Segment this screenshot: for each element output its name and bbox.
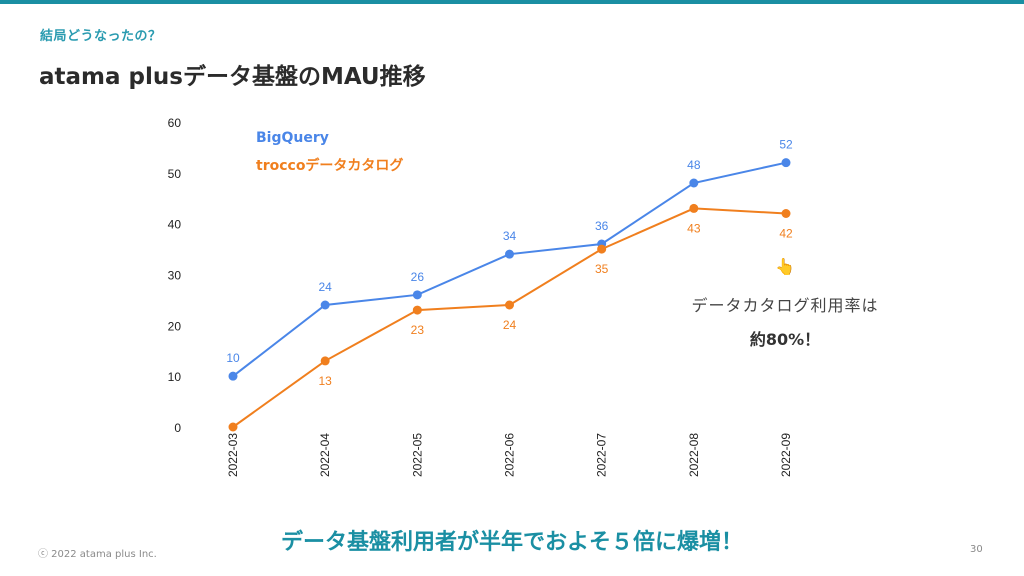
y-tick-label: 10	[168, 370, 182, 384]
data-label: 52	[779, 138, 793, 152]
slide-title: atama plusデータ基盤のMAU推移	[39, 64, 426, 90]
data-label: 24	[318, 280, 332, 294]
legend-entry-0: BigQuery	[256, 130, 329, 146]
y-tick-label: 0	[174, 421, 181, 435]
copyright: ⓒ 2022 atama plus Inc.	[38, 549, 157, 560]
top-accent-bar	[0, 0, 1024, 4]
data-point-0	[781, 158, 791, 168]
data-point-1	[781, 209, 791, 218]
x-tick-label: 2022-06	[503, 433, 517, 477]
data-label: 36	[595, 219, 609, 233]
data-label: 24	[503, 318, 517, 332]
data-point-0	[505, 249, 514, 259]
data-label: 34	[503, 229, 517, 243]
x-tick-label: 2022-09	[779, 433, 793, 477]
summary-message: データ基盤利用者が半年でおよそ５倍に爆増！	[280, 530, 743, 555]
data-point-1	[597, 244, 607, 254]
data-point-1	[228, 422, 238, 432]
page-number: 30	[970, 544, 983, 555]
data-point-1	[412, 305, 422, 315]
x-tick-label: 2022-04	[318, 433, 332, 477]
pointing-hand-icon: 👆	[775, 257, 795, 276]
catalog-usage-note: データカタログ利用率は	[691, 296, 879, 315]
data-label: 23	[411, 323, 425, 337]
x-tick-label: 2022-08	[687, 433, 701, 477]
section-kicker: 結局どうなったの？	[40, 29, 162, 44]
data-label: 48	[687, 158, 701, 172]
data-label: 35	[595, 262, 609, 276]
data-point-0	[320, 300, 330, 310]
data-point-0	[689, 178, 699, 188]
legend-entry-1: troccoデータカタログ	[256, 157, 403, 174]
data-label: 26	[411, 270, 425, 284]
data-label: 43	[687, 221, 701, 235]
data-point-0	[228, 371, 238, 381]
data-point-1	[505, 300, 514, 310]
y-tick-label: 20	[168, 319, 182, 333]
x-tick-label: 2022-07	[595, 433, 609, 477]
data-label: 42	[779, 227, 793, 241]
data-label: 13	[318, 374, 332, 388]
y-tick-label: 30	[168, 269, 182, 283]
y-tick-label: 60	[168, 116, 182, 130]
x-tick-label: 2022-05	[410, 433, 424, 477]
x-tick-label: 2022-03	[226, 433, 240, 477]
y-tick-label: 40	[168, 218, 182, 232]
data-label: 10	[226, 351, 240, 365]
data-point-1	[320, 356, 330, 366]
data-point-1	[689, 203, 699, 213]
data-point-0	[412, 290, 422, 300]
catalog-usage-rate: 約80%！	[749, 330, 821, 349]
y-tick-label: 50	[168, 167, 182, 181]
